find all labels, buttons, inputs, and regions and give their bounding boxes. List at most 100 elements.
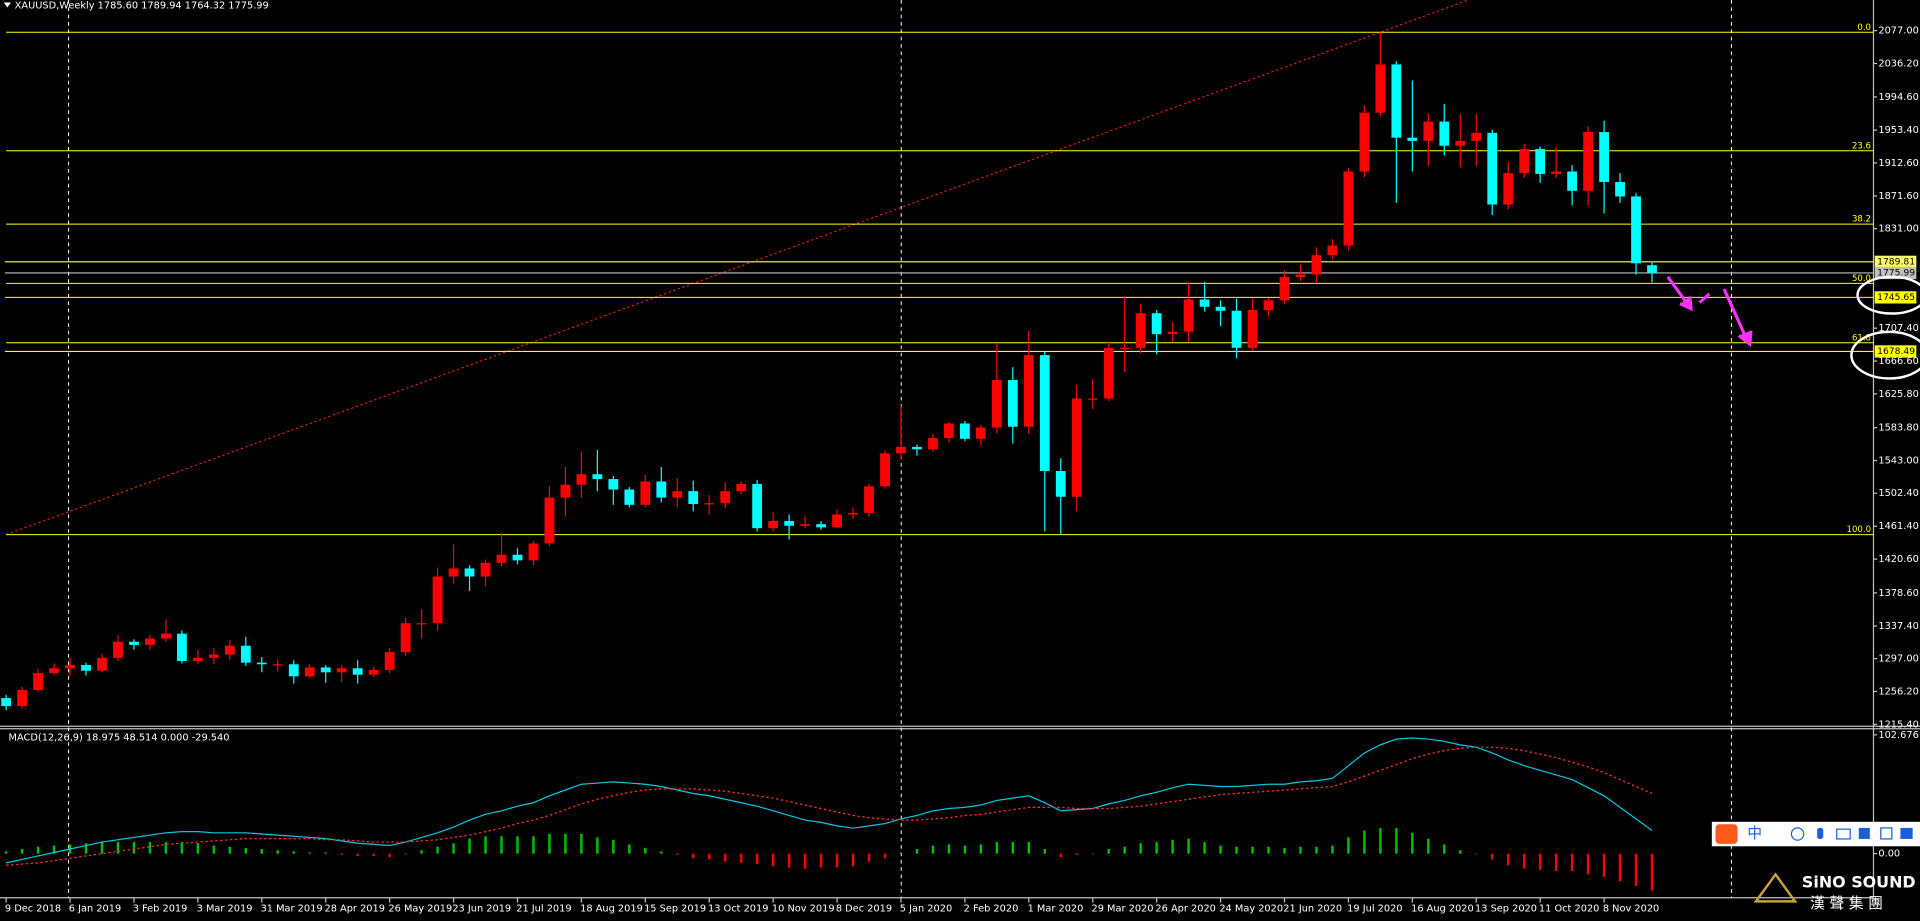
x-tick-label: 8 Dec 2019 [836, 904, 892, 915]
indicator-line [6, 746, 1653, 866]
histogram-bar [1171, 839, 1174, 854]
candle-body [304, 667, 315, 677]
ime-icon[interactable] [1790, 827, 1805, 841]
histogram-bar [132, 842, 136, 854]
candle-body [65, 665, 75, 669]
histogram-bar [931, 845, 935, 854]
candle-body [880, 453, 890, 487]
ime-icon[interactable] [1900, 827, 1913, 839]
histogram-bar [1299, 846, 1302, 854]
histogram-bar [1586, 853, 1590, 875]
x-tick-label: 28 Apr 2019 [324, 904, 384, 915]
y-tick-label: 1707.40 [1878, 323, 1918, 334]
y-tick-label: 1297.00 [1878, 654, 1918, 665]
highlight-ellipse [1850, 330, 1920, 380]
candle-body [464, 568, 475, 577]
histogram-bar [1427, 838, 1430, 854]
arrow [1722, 288, 1748, 339]
x-tick-label: 1 Mar 2020 [1028, 904, 1084, 915]
candle-body [991, 380, 1002, 428]
candle-body [816, 524, 826, 528]
y-tick-label: 1625.80 [1878, 389, 1918, 400]
histogram-bar [564, 833, 567, 854]
candle-body [496, 554, 507, 563]
candle-body [320, 667, 331, 673]
histogram-bar [212, 845, 216, 854]
x-tick-label: 3 Feb 2019 [133, 904, 188, 915]
arrow-head [1679, 296, 1693, 312]
candle-body [1087, 398, 1098, 400]
histogram-bar [995, 842, 999, 854]
candle-body [1, 698, 12, 707]
candle-body [1375, 64, 1386, 113]
histogram-bar [436, 846, 439, 854]
histogram-bar [835, 853, 839, 868]
histogram-bar [308, 852, 311, 854]
histogram-bar [1267, 846, 1270, 854]
histogram-bar [1538, 853, 1542, 870]
ime-icon[interactable] [1817, 827, 1824, 839]
candle-body [1631, 196, 1641, 264]
candle-body [1583, 132, 1593, 191]
histogram-bar [1027, 842, 1031, 854]
y-tick-label: 102.676 [1878, 730, 1918, 741]
candle-body [33, 673, 43, 691]
x-tick-label: 26 Apr 2020 [1155, 904, 1215, 915]
y-tick-label: 1215.40 [1878, 719, 1918, 730]
candle-body [1487, 132, 1498, 205]
histogram-bar [1475, 853, 1478, 855]
candle-body [1599, 132, 1609, 182]
arrow [1666, 275, 1689, 305]
candle-body [1103, 347, 1114, 399]
chart-header: XAUUSD,Weekly 1785.60 1789.94 1764.32 17… [15, 1, 269, 12]
y-tick-label: 1583.80 [1878, 423, 1918, 434]
candle-body [400, 623, 411, 653]
fib-level-label: 23.6 [1852, 141, 1871, 151]
candle-body [592, 474, 603, 480]
candle-body [208, 654, 219, 658]
header-icon[interactable] [3, 2, 12, 8]
candle-body [272, 664, 283, 666]
candle-body [1439, 121, 1450, 146]
y-tick-label: 0.00 [1878, 849, 1900, 860]
candle-body [1343, 171, 1354, 246]
candle-body [608, 479, 619, 490]
candle-body [1519, 148, 1530, 174]
watermark-title: SiNO SOUND [1802, 873, 1916, 892]
ime-icon[interactable] [1880, 827, 1893, 840]
candle-body [1455, 140, 1466, 146]
x-tick-label: 16 Aug 2020 [1411, 904, 1474, 915]
ime-logo[interactable] [1715, 824, 1738, 844]
histogram-bar [1123, 846, 1126, 854]
histogram-bar [963, 845, 967, 854]
fib-level-label: 100.0 [1847, 525, 1872, 535]
histogram-bar [148, 842, 152, 854]
ime-icons [1790, 827, 1913, 841]
ime-icon[interactable] [1858, 827, 1870, 839]
candle-body [1327, 245, 1338, 256]
histogram-bar [1570, 853, 1574, 871]
candle-body [688, 491, 699, 505]
histogram-bar [1395, 828, 1398, 854]
y-tick-label: 2077.00 [1878, 26, 1918, 37]
histogram-bar [324, 852, 327, 854]
histogram-bar [1602, 853, 1606, 877]
histogram-bar [915, 849, 919, 854]
candle-body [736, 483, 747, 492]
candle-body [161, 633, 171, 639]
histogram-bar [803, 853, 807, 869]
ime-mode[interactable]: 中 [1747, 825, 1762, 842]
ime-icon[interactable] [1836, 828, 1851, 840]
x-tick-label: 8 Nov 2020 [1603, 904, 1659, 915]
histogram-bar [1506, 853, 1510, 866]
candle-body [97, 657, 107, 671]
histogram-bar [1283, 847, 1286, 854]
candle-body [1119, 347, 1130, 350]
ime-toolbar[interactable] [1711, 821, 1920, 847]
x-tick-label: 13 Oct 2019 [708, 904, 768, 915]
histogram-bar [1331, 845, 1334, 854]
y-tick-label: 1912.60 [1878, 158, 1918, 169]
